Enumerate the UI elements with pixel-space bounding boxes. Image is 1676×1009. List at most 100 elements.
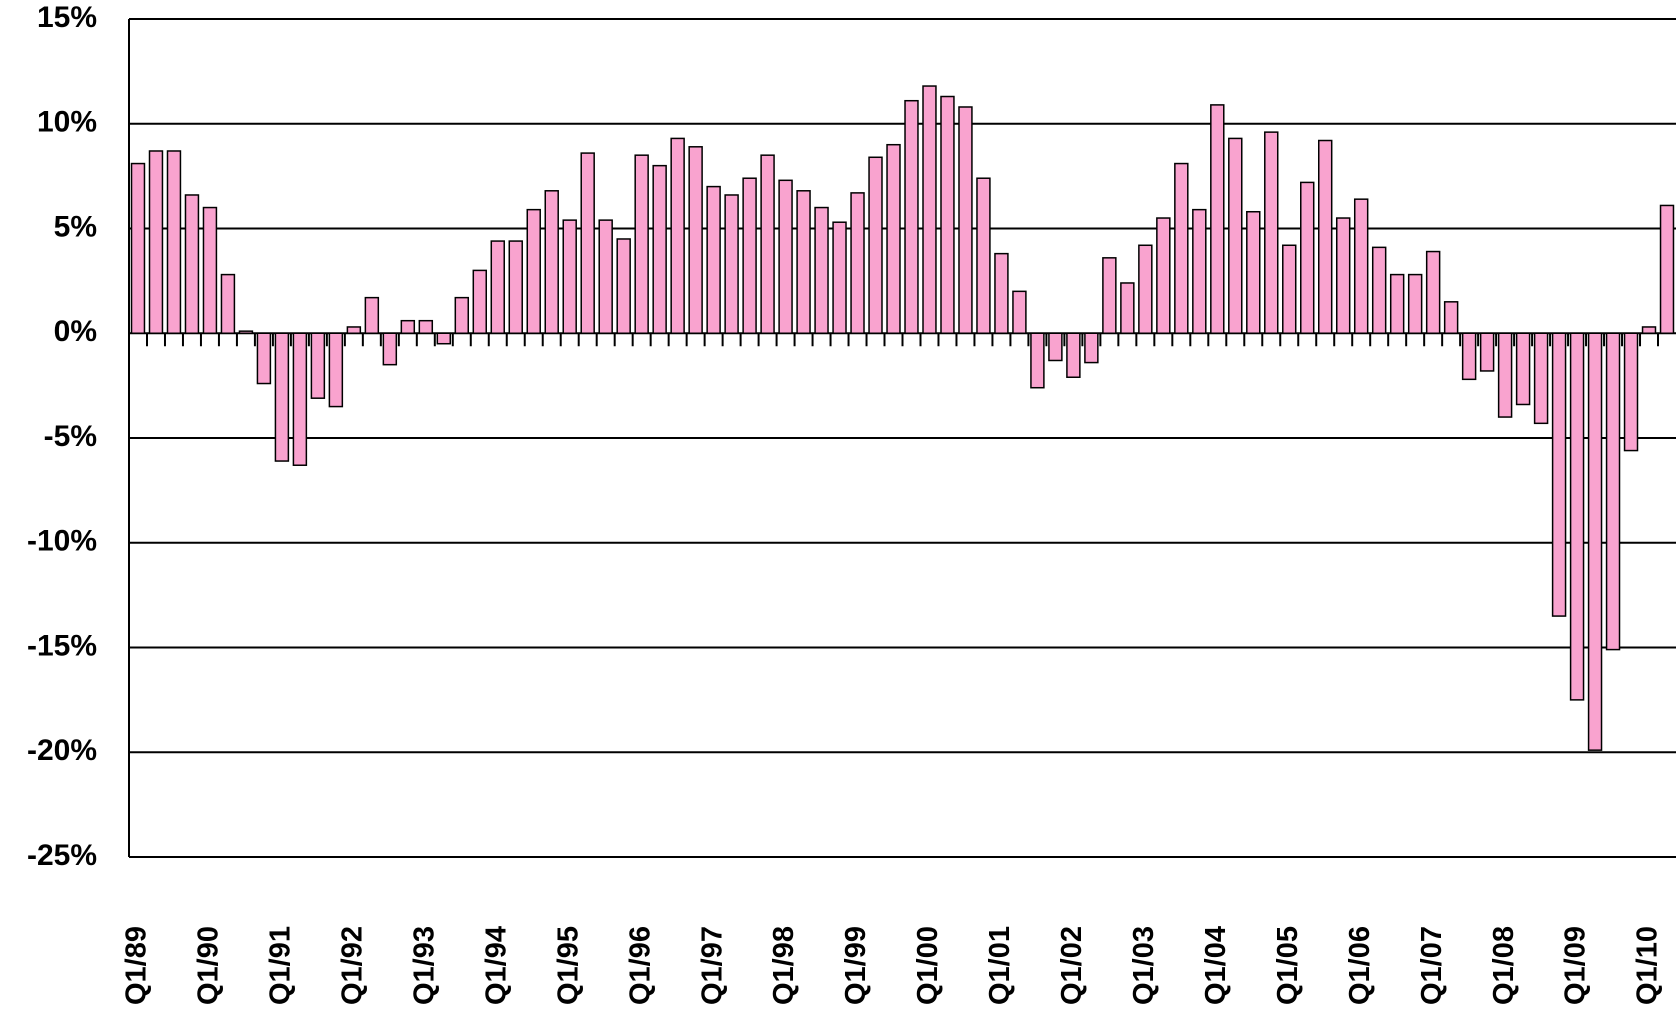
x-tick-label: Q1/89 [121, 926, 153, 1005]
bar [1533, 332, 1549, 425]
x-tick-label: Q1/05 [1272, 926, 1304, 1005]
x-tick-label: Q1/98 [768, 926, 800, 1005]
x-tick-label: Q1/00 [912, 926, 944, 1005]
bar [598, 219, 613, 334]
x-tick-label: Q1/08 [1488, 926, 1520, 1005]
bar [364, 296, 380, 335]
bar [1497, 332, 1513, 418]
bar [850, 192, 865, 334]
bar [1515, 332, 1531, 406]
bar [130, 162, 146, 334]
x-tick-label: Q1/01 [984, 926, 1016, 1005]
bar [814, 206, 829, 334]
bar [1335, 217, 1351, 334]
bar [310, 332, 326, 399]
bar [634, 154, 649, 334]
bar [904, 99, 919, 334]
bar [1425, 250, 1441, 334]
x-tick-label: Q1/94 [480, 926, 512, 1005]
x-tick-label: Q1/91 [265, 926, 297, 1005]
bar [994, 252, 1009, 334]
bar [346, 326, 362, 334]
bar [1174, 162, 1189, 334]
bar [1587, 332, 1603, 751]
x-tick-label: Q1/07 [1416, 926, 1448, 1005]
y-tick-label: -5% [44, 420, 97, 453]
bar [1641, 326, 1657, 334]
bar [544, 190, 559, 334]
bar [580, 152, 595, 334]
bar [382, 332, 398, 366]
bar [1264, 131, 1279, 334]
bar [958, 106, 973, 334]
bar [490, 240, 505, 335]
bar [202, 206, 218, 334]
y-tick-label: -20% [27, 734, 97, 767]
y-tick-label: 0% [54, 315, 97, 348]
bar [1246, 210, 1261, 335]
bar [166, 150, 182, 334]
y-tick-label: -10% [27, 525, 97, 558]
bar [1407, 273, 1423, 334]
bar [418, 319, 434, 334]
bar [472, 269, 487, 334]
bar [562, 219, 577, 334]
bar [1318, 139, 1333, 334]
x-tick-label: Q1/90 [193, 926, 225, 1005]
bar [436, 332, 452, 345]
bar [184, 194, 200, 334]
bar [1461, 332, 1477, 381]
x-tick-label: Q1/10 [1632, 926, 1664, 1005]
bar [1371, 246, 1387, 334]
bar [760, 154, 775, 334]
bar [940, 95, 955, 334]
bar [1138, 244, 1153, 334]
bar [742, 177, 757, 334]
bar [1282, 244, 1297, 334]
bar [1623, 332, 1639, 452]
y-tick-label: -15% [27, 629, 97, 662]
bar [670, 137, 685, 334]
y-tick-label: 5% [54, 210, 97, 243]
x-tick-label: Q1/02 [1056, 926, 1088, 1005]
x-tick-label: Q1/99 [840, 926, 872, 1005]
bar [1048, 332, 1063, 362]
bar [220, 273, 236, 334]
x-tick-label: Q1/97 [696, 926, 728, 1005]
bar [724, 194, 739, 334]
bar [1569, 332, 1585, 701]
x-tick-label: Q1/04 [1200, 926, 1232, 1005]
bar [1228, 137, 1243, 334]
bar [1102, 257, 1117, 334]
x-tick-label: Q1/06 [1344, 926, 1376, 1005]
bar [508, 240, 523, 335]
bar [454, 296, 470, 335]
bar [238, 330, 254, 334]
bar [1084, 332, 1099, 364]
bar [256, 332, 272, 385]
x-tick-label: Q1/93 [408, 926, 440, 1005]
bar [148, 150, 164, 334]
bar [616, 238, 631, 335]
bar [1012, 290, 1027, 335]
bar [778, 179, 793, 334]
bar [328, 332, 344, 408]
x-tick-label: Q1/92 [337, 926, 369, 1005]
bar [688, 146, 703, 334]
x-tick-label: Q1/95 [552, 926, 584, 1005]
bar [886, 143, 901, 334]
x-tick-label: Q1/03 [1128, 926, 1160, 1005]
bar [1030, 332, 1045, 389]
bar [868, 156, 883, 334]
bar [832, 221, 847, 334]
y-tick-label: 10% [37, 106, 97, 139]
bar [1659, 204, 1675, 334]
bar [796, 190, 811, 334]
bar [1551, 332, 1567, 617]
bar [1300, 181, 1315, 334]
bar [1066, 332, 1081, 378]
y-tick-label: -25% [27, 839, 97, 872]
bar [1605, 332, 1621, 651]
bar [526, 208, 541, 335]
